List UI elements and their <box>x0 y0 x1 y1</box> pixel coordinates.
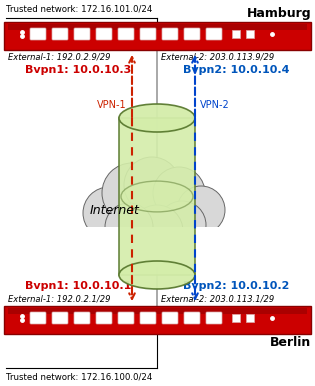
FancyBboxPatch shape <box>140 28 156 40</box>
FancyBboxPatch shape <box>30 28 46 40</box>
Bar <box>119 118 195 275</box>
FancyBboxPatch shape <box>30 312 46 324</box>
Text: Hamburg: Hamburg <box>246 7 311 20</box>
FancyBboxPatch shape <box>162 312 178 324</box>
FancyBboxPatch shape <box>140 312 156 324</box>
Bar <box>232 30 240 38</box>
Ellipse shape <box>119 104 195 132</box>
Circle shape <box>177 186 225 234</box>
Text: Bvpn1: 10.0.10.1: Bvpn1: 10.0.10.1 <box>25 281 132 291</box>
Circle shape <box>83 187 135 239</box>
FancyBboxPatch shape <box>162 28 178 40</box>
FancyBboxPatch shape <box>74 28 90 40</box>
Text: VPN-2: VPN-2 <box>200 100 230 110</box>
FancyBboxPatch shape <box>52 28 68 40</box>
Bar <box>4 306 311 334</box>
Bar <box>246 314 254 322</box>
Text: Bvpn2: 10.0.10.2: Bvpn2: 10.0.10.2 <box>183 281 289 291</box>
Circle shape <box>158 201 206 249</box>
Ellipse shape <box>121 181 193 212</box>
Circle shape <box>153 167 205 219</box>
Text: Berlin: Berlin <box>270 336 311 349</box>
Circle shape <box>105 203 153 251</box>
Ellipse shape <box>119 261 195 289</box>
Bar <box>4 22 311 50</box>
FancyBboxPatch shape <box>184 312 200 324</box>
Circle shape <box>124 157 180 213</box>
Text: VPN-1: VPN-1 <box>97 100 127 110</box>
Circle shape <box>102 163 162 223</box>
Bar <box>232 314 240 322</box>
FancyBboxPatch shape <box>206 312 222 324</box>
Bar <box>246 30 254 38</box>
Ellipse shape <box>77 180 237 250</box>
Text: Bvpn1: 10.0.10.3: Bvpn1: 10.0.10.3 <box>26 65 132 75</box>
FancyBboxPatch shape <box>96 28 112 40</box>
Circle shape <box>131 205 183 257</box>
FancyBboxPatch shape <box>96 312 112 324</box>
Text: External-1: 192.0.2.1/29: External-1: 192.0.2.1/29 <box>8 294 111 303</box>
Bar <box>8 308 307 314</box>
Text: External-2: 203.0.113.9/29: External-2: 203.0.113.9/29 <box>161 53 274 62</box>
FancyBboxPatch shape <box>118 312 134 324</box>
Text: Internet: Internet <box>90 203 140 217</box>
FancyBboxPatch shape <box>206 28 222 40</box>
Text: Bvpn2: 10.0.10.4: Bvpn2: 10.0.10.4 <box>183 65 289 75</box>
FancyBboxPatch shape <box>74 312 90 324</box>
FancyBboxPatch shape <box>118 28 134 40</box>
FancyBboxPatch shape <box>184 28 200 40</box>
Text: External-2: 203.0.113.1/29: External-2: 203.0.113.1/29 <box>161 294 274 303</box>
Bar <box>8 24 307 30</box>
Text: External-1: 192.0.2.9/29: External-1: 192.0.2.9/29 <box>8 53 111 62</box>
Text: Trusted network: 172.16.100.0/24: Trusted network: 172.16.100.0/24 <box>6 373 152 382</box>
Bar <box>72 227 242 267</box>
FancyBboxPatch shape <box>52 312 68 324</box>
Text: Trusted network: 172.16.101.0/24: Trusted network: 172.16.101.0/24 <box>6 4 152 13</box>
